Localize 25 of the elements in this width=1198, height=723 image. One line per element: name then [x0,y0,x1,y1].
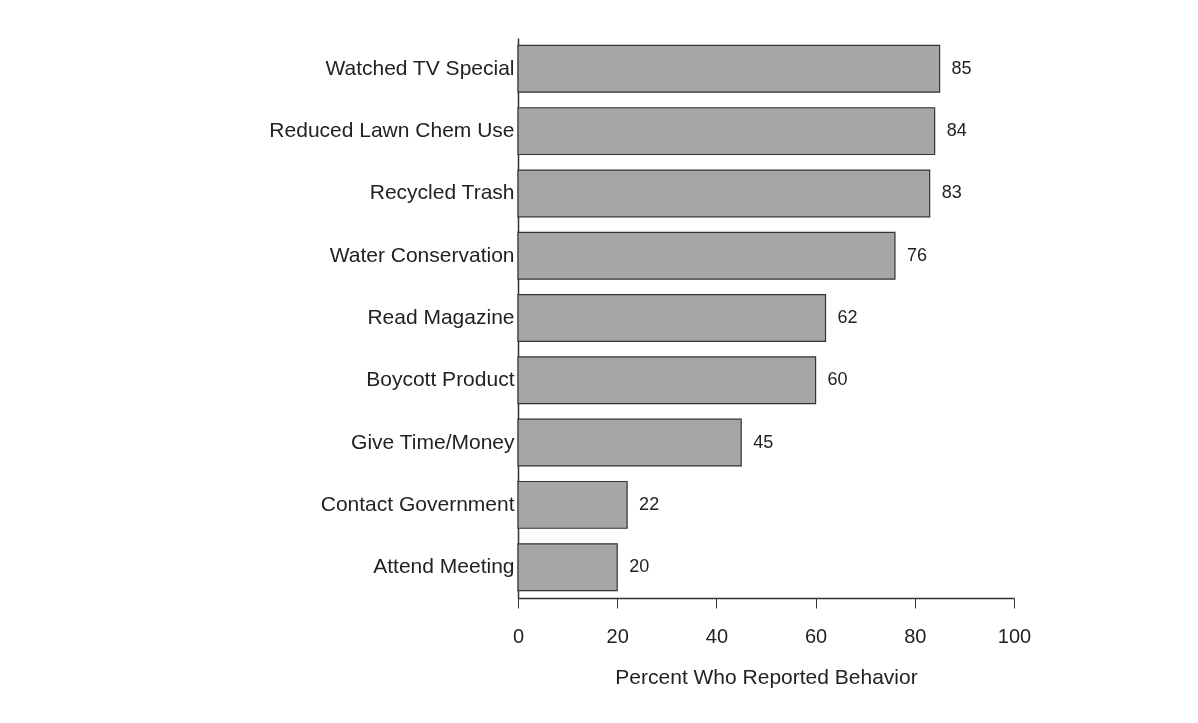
y-tick-label: Attend Meeting [373,554,515,578]
x-tick-label: 40 [705,624,729,647]
data-label: 60 [827,369,848,390]
data-label: 84 [946,120,967,141]
data-label: 62 [837,307,858,327]
data-label: 85 [951,57,972,78]
data-label: 22 [639,493,660,514]
data-label: 76 [906,244,927,265]
y-tick-label: Read Magazine [367,305,515,328]
y-tick-label: Contact Government [320,491,515,515]
x-tick-label: 20 [606,624,629,647]
x-tick-label: 100 [997,624,1032,647]
data-label: 83 [941,182,962,203]
y-tick-label: Recycled Trash [369,180,515,204]
x-tick-label: 0 [512,624,525,647]
data-label: 20 [629,556,650,577]
y-tick-label: Boycott Product [366,367,515,391]
y-tick-label: Reduced Lawn Chem Use [269,118,515,142]
y-tick-label: Give Time/Money [351,429,515,453]
y-tick-label: Watched TV Special [325,55,515,79]
x-tick-label: 60 [804,624,828,647]
data-label: 45 [753,431,774,452]
y-tick-label: Water Conservation [329,242,515,266]
x-axis-title: Percent Who Reported Behavior [615,664,918,688]
x-tick-label: 80 [904,624,927,647]
